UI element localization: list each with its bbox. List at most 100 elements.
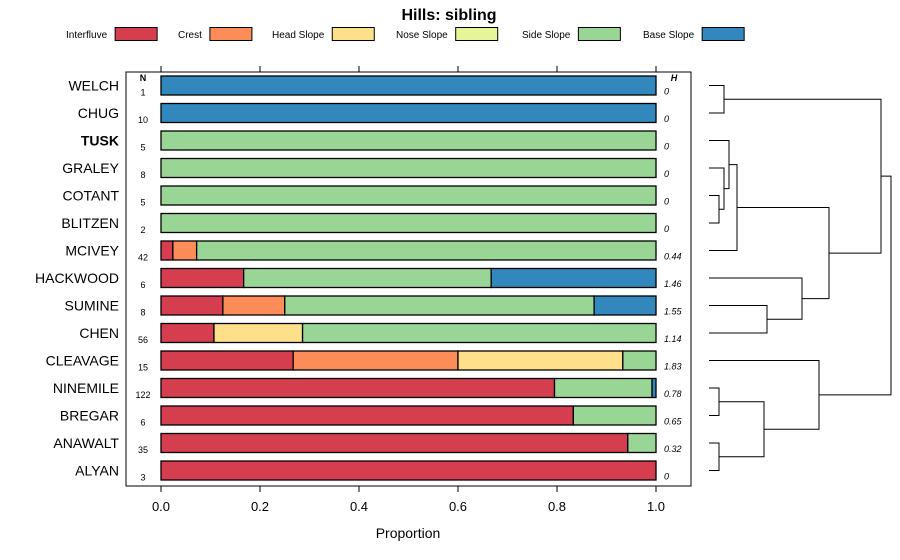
row-label-tusk: TUSK: [81, 133, 119, 149]
bar-segment-cleavage-head-slope: [457, 350, 624, 371]
bar-segment-anawalt-side-slope: [627, 432, 657, 454]
row-n-chug: 10: [138, 115, 148, 125]
row-label-anawalt: ANAWALT: [53, 435, 119, 451]
dendrogram-merge-11: [719, 401, 765, 458]
legend-swatch-crest: [209, 27, 253, 41]
row-h-chen: 1.14: [664, 334, 682, 344]
row-h-welch: 0: [664, 87, 669, 97]
row-alyan: ALYAN 3 0: [75, 460, 669, 483]
x-axis-label: Proportion: [376, 525, 441, 541]
row-h-graley: 0: [664, 169, 669, 179]
row-ninemile: NINEMILE 122 0.78: [53, 377, 682, 400]
row-n-hackwood: 6: [140, 280, 145, 290]
dendrogram-merge-3: [709, 140, 730, 190]
legend-label-nose-slope: Nose Slope: [396, 30, 448, 41]
bar-segment-mcivey-interfluve: [160, 240, 174, 261]
dendrogram-merge-5: [709, 305, 768, 334]
row-label-graley: GRALEY: [62, 160, 119, 176]
bar-segment-mcivey-crest: [172, 240, 198, 261]
bar-segment-chen-side-slope: [301, 322, 657, 344]
row-label-bregar: BREGAR: [60, 408, 119, 424]
row-graley: GRALEY 8 0: [62, 157, 669, 180]
row-n-mcivey: 42: [138, 253, 148, 263]
row-h-cotant: 0: [664, 197, 669, 207]
chart-title: Hills: sibling: [401, 7, 496, 24]
row-n-cotant: 5: [140, 198, 145, 208]
h-header: H: [671, 73, 678, 83]
dendrogram-merge-4: [709, 164, 738, 251]
legend-swatch-nose-slope: [455, 27, 499, 41]
row-n-graley: 8: [140, 170, 145, 180]
row-label-blitzen: BLITZEN: [61, 215, 119, 231]
legend-label-base-slope: Base Slope: [643, 30, 695, 41]
bar-segment-chen-head-slope: [213, 322, 304, 344]
bar-segment-alyan-interfluve: [160, 460, 657, 481]
row-h-sumine: 1.55: [664, 307, 683, 317]
legend-swatch-head-slope: [331, 27, 375, 41]
legend-swatch-base-slope: [701, 27, 745, 41]
row-n-bregar: 6: [140, 418, 145, 428]
bar-segment-cleavage-side-slope: [622, 350, 657, 371]
row-h-tusk: 0: [664, 142, 669, 152]
row-blitzen: BLITZEN 2 0: [61, 212, 669, 235]
bar-segment-ninemile-interfluve: [160, 377, 556, 399]
bar-segment-sumine-crest: [222, 295, 286, 316]
row-h-chug: 0: [664, 114, 669, 124]
bar-segment-cotant-side-slope: [160, 185, 657, 206]
x-tick-label-0: 0.0: [152, 499, 170, 514]
row-n-welch: 1: [140, 88, 145, 98]
row-tusk: TUSK 5 0: [81, 130, 669, 153]
bar-segment-ninemile-base-slope: [651, 377, 657, 399]
row-anawalt: ANAWALT 35 0.32: [53, 432, 682, 455]
dendrogram-merge-13: [819, 175, 892, 396]
row-welch: WELCH 1 0: [68, 75, 669, 98]
legend-label-side-slope: Side Slope: [522, 30, 571, 41]
row-h-mcivey: 0.44: [664, 252, 682, 262]
bar-segment-sumine-base-slope: [593, 295, 657, 316]
x-tick-label-5: 1.0: [647, 499, 665, 514]
legend-label-head-slope: Head Slope: [272, 30, 325, 41]
dendrogram: [709, 85, 892, 471]
row-cleavage: CLEAVAGE 15 1.83: [46, 350, 682, 373]
dendrogram-merge-7: [737, 207, 830, 300]
row-n-tusk: 5: [140, 143, 145, 153]
bar-segment-cleavage-interfluve: [160, 350, 294, 371]
row-n-anawalt: 35: [138, 445, 148, 455]
row-label-ninemile: NINEMILE: [53, 380, 119, 396]
bar-segment-hackwood-side-slope: [243, 267, 492, 289]
x-tick-label-4: 0.8: [548, 499, 566, 514]
bar-segment-blitzen-side-slope: [160, 212, 657, 234]
bar-segment-graley-side-slope: [160, 157, 657, 179]
bar-segment-anawalt-interfluve: [160, 432, 629, 454]
row-chen: CHEN 56 1.14: [79, 322, 682, 345]
row-h-alyan: 0: [664, 472, 669, 482]
bar-segment-hackwood-base-slope: [490, 267, 657, 289]
row-label-chen: CHEN: [79, 325, 119, 341]
plot-frame: [125, 71, 692, 487]
row-h-bregar: 0.65: [664, 417, 683, 427]
row-label-chug: CHUG: [78, 105, 119, 121]
row-h-ninemile: 0.78: [664, 389, 682, 399]
x-tick-label-2: 0.4: [350, 499, 368, 514]
dendrogram-merge-9: [709, 387, 720, 416]
legend-swatch-side-slope: [577, 27, 621, 41]
row-label-sumine: SUMINE: [65, 298, 119, 314]
bar-segment-cleavage-crest: [292, 350, 459, 371]
row-n-ninemile: 122: [135, 390, 150, 400]
bar-segment-ninemile-side-slope: [553, 377, 653, 399]
row-hackwood: HACKWOOD 6 1.46: [35, 267, 682, 290]
row-h-anawalt: 0.32: [664, 444, 682, 454]
row-mcivey: MCIVEY 42 0.44: [65, 240, 682, 263]
row-label-welch: WELCH: [68, 78, 119, 94]
x-tick-label-3: 0.6: [449, 499, 467, 514]
row-label-cleavage: CLEAVAGE: [46, 353, 119, 369]
legend-swatch-interfluve: [114, 27, 158, 41]
dendrogram-merge-1: [709, 195, 720, 224]
row-n-blitzen: 2: [140, 225, 145, 235]
row-n-sumine: 8: [140, 308, 145, 318]
bar-segment-welch-base-slope: [160, 75, 657, 96]
row-cotant: COTANT 5 0: [62, 185, 669, 208]
row-h-blitzen: 0: [664, 224, 669, 234]
bar-segment-sumine-interfluve: [160, 295, 224, 316]
